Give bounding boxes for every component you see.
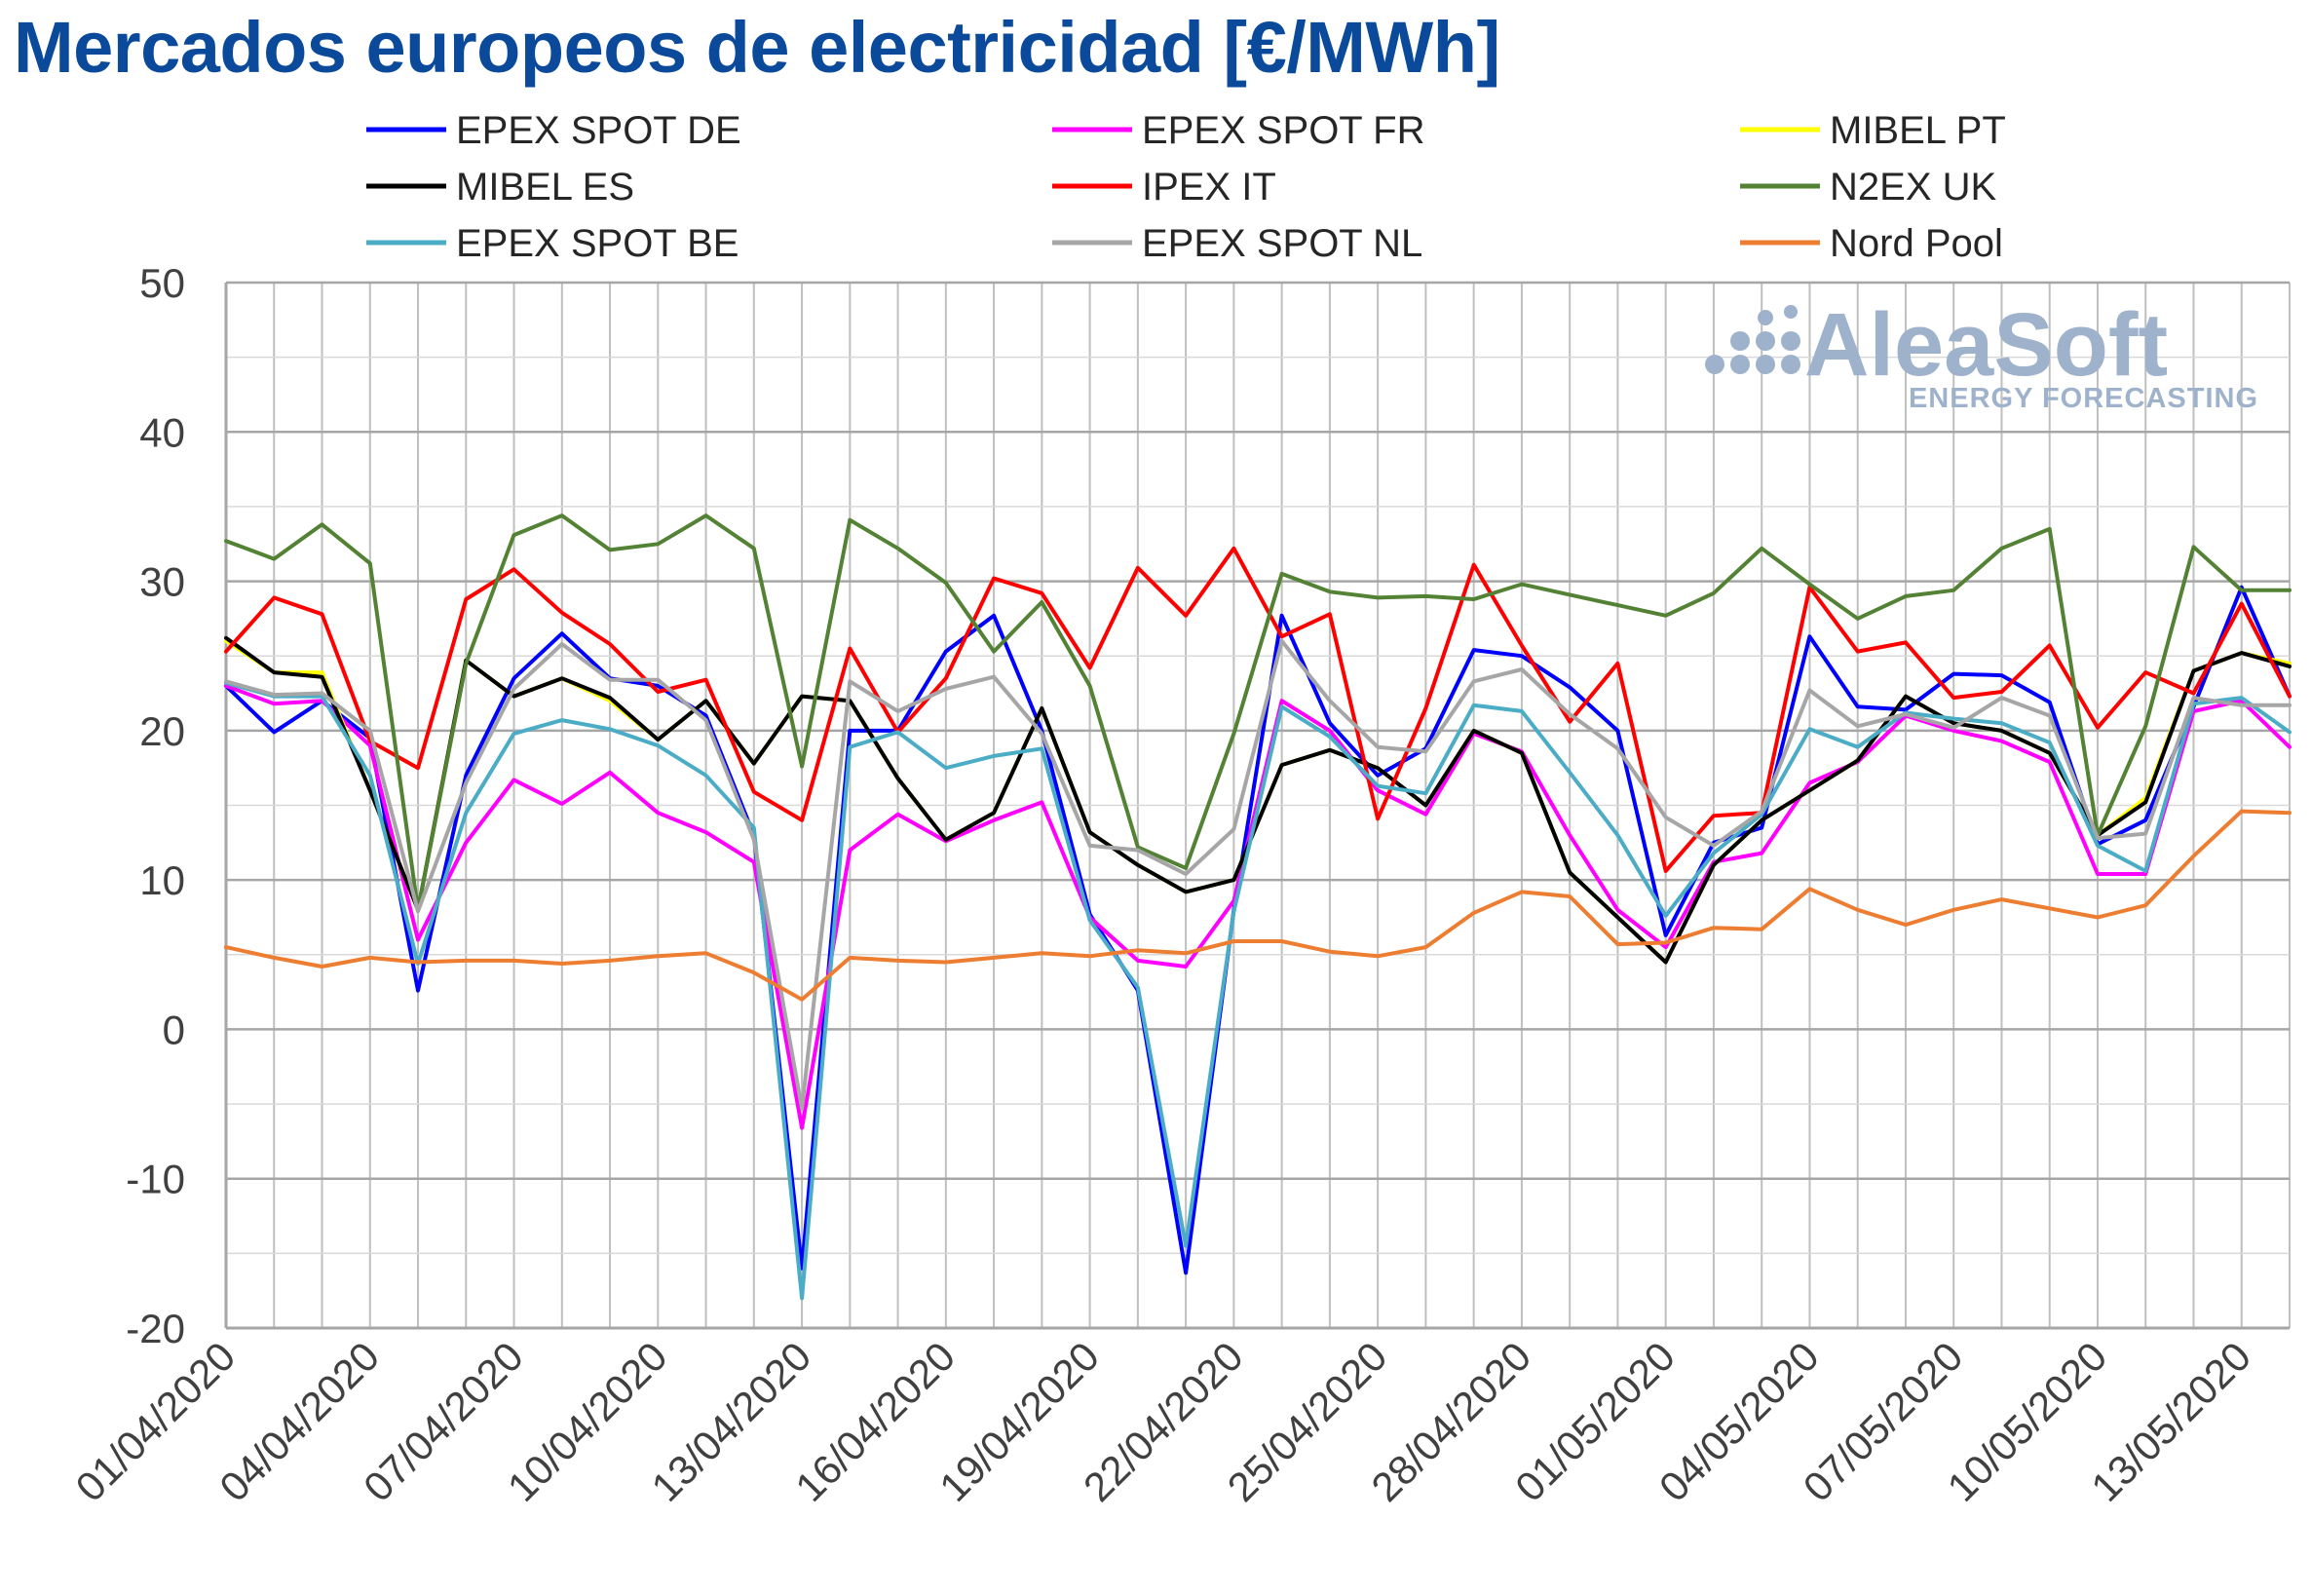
legend-label-ipex-it: IPEX IT [1142,166,1276,209]
y-axis-ticks: -20 -10 0 10 20 30 40 50 [126,260,185,1351]
watermark: AleaSoft ENERGY FORECASTING [1705,295,2258,414]
legend-label-epex-spot-be: EPEX SPOT BE [456,222,739,265]
series-line-epex-spot-nl [224,638,2292,1111]
series-line-nord-pool [224,809,2292,1002]
y-tick-label: 0 [163,1007,185,1052]
series-line-ipex-it [224,546,2292,873]
y-tick-label: 30 [139,559,185,605]
aleasoft-logo-icon [1705,305,1800,374]
x-axis-ticks: 01/04/202004/04/202007/04/202010/04/2020… [66,1333,2259,1510]
gridlines [224,281,2291,1330]
chart-title: Mercados europeos de electricidad [€/MWh… [14,7,1500,88]
y-tick-label: 20 [139,708,185,754]
legend-label-nord-pool: Nord Pool [1830,222,2003,265]
series-line-epex-spot-de [224,585,2292,1275]
legend-label-epex-spot-de: EPEX SPOT DE [456,109,741,152]
legend-label-epex-spot-fr: EPEX SPOT FR [1142,109,1424,152]
series-line-n2ex-uk [224,513,2292,912]
y-tick-label: 40 [139,409,185,455]
series-lines [224,513,2292,1301]
legend-label-n2ex-uk: N2EX UK [1830,166,1996,209]
series-line-epex-spot-be [224,680,2292,1301]
y-tick-label: 50 [139,260,185,306]
watermark-sub-text: ENERGY FORECASTING [1909,383,2258,414]
legend-label-mibel-es: MIBEL ES [456,166,634,209]
y-tick-label: 10 [139,857,185,903]
legend-label-mibel-pt: MIBEL PT [1830,109,2006,152]
y-tick-label: -20 [126,1306,185,1351]
legend-label-epex-spot-nl: EPEX SPOT NL [1142,222,1422,265]
watermark-main-text: AleaSoft [1804,295,2168,395]
y-tick-label: -10 [126,1157,185,1202]
legend: EPEX SPOT DE EPEX SPOT FR MIBEL PT MIBEL ES… [366,109,2006,265]
